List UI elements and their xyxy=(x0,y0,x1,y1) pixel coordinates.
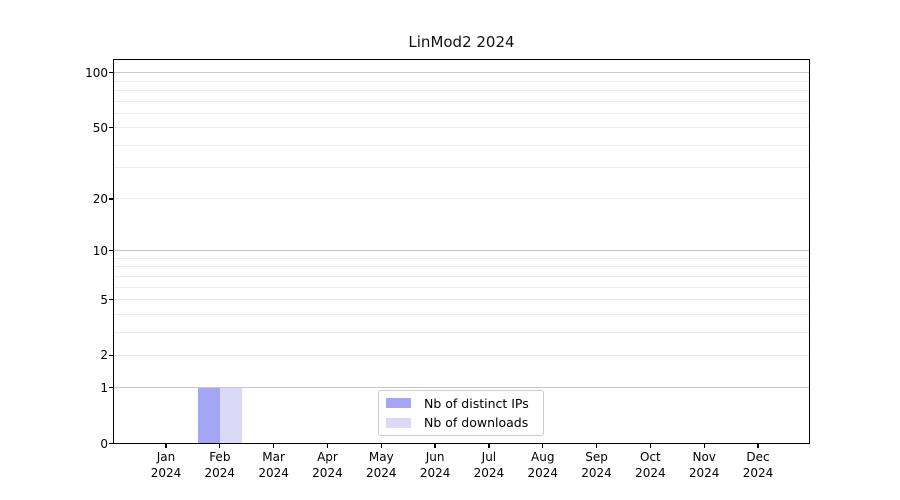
x-tick-label-jul: Jul 2024 xyxy=(473,450,505,480)
legend: Nb of distinct IPs Nb of downloads xyxy=(378,390,544,436)
y-tick-label: 0 xyxy=(100,436,108,451)
minor-gridline xyxy=(113,167,810,169)
x-tick-label-aug: Aug 2024 xyxy=(527,450,558,480)
legend-label: Nb of distinct IPs xyxy=(424,395,529,411)
y-tick-label: 100 xyxy=(85,65,108,80)
y-tick-label: 5 xyxy=(100,292,108,307)
minor-gridline xyxy=(113,198,810,200)
minor-gridline xyxy=(113,275,810,277)
x-tick-label-may: May 2024 xyxy=(365,450,397,480)
x-tick-mark xyxy=(757,443,759,448)
y-tick-mark xyxy=(109,72,113,74)
bar-downloads xyxy=(219,387,243,444)
x-tick-mark xyxy=(380,443,382,448)
x-tick-label-feb: Feb 2024 xyxy=(204,450,236,480)
minor-gridline xyxy=(113,112,810,114)
chart-title: LinMod2 2024 xyxy=(408,33,515,51)
axes-frame xyxy=(113,59,810,444)
y-tick-mark xyxy=(109,250,113,252)
y-tick-label: 10 xyxy=(92,243,108,258)
legend-swatch xyxy=(386,417,411,428)
legend-swatch xyxy=(386,398,411,409)
x-tick-mark xyxy=(488,443,490,448)
minor-gridline xyxy=(113,266,810,268)
legend-entry: Nb of downloads xyxy=(386,415,535,432)
y-tick-mark xyxy=(109,354,113,356)
x-tick-label-jan: Jan 2024 xyxy=(150,450,182,480)
y-tick-label: 20 xyxy=(92,191,108,206)
minor-gridline xyxy=(113,100,810,102)
y-tick-label: 2 xyxy=(100,348,108,363)
y-tick-mark xyxy=(109,126,113,129)
y-tick-mark xyxy=(109,198,113,200)
minor-gridline xyxy=(113,127,810,129)
y-tick-mark xyxy=(109,387,113,389)
x-tick-mark xyxy=(272,443,275,448)
x-tick-mark xyxy=(219,443,221,448)
y-tick-mark xyxy=(109,442,113,445)
x-tick-label-apr: Apr 2024 xyxy=(312,450,343,480)
x-tick-label-oct: Oct 2024 xyxy=(635,450,666,480)
x-tick-mark xyxy=(165,443,167,448)
major-gridline xyxy=(113,250,810,252)
legend-entry: Nb of distinct IPs xyxy=(386,395,535,412)
major-gridline xyxy=(113,387,810,389)
x-tick-mark xyxy=(649,443,652,448)
minor-gridline xyxy=(113,80,810,82)
minor-gridline xyxy=(113,258,810,259)
minor-gridline xyxy=(113,331,810,333)
x-tick-mark xyxy=(542,443,544,448)
x-tick-mark xyxy=(434,443,436,448)
major-gridline xyxy=(113,72,810,74)
minor-gridline xyxy=(113,144,810,146)
bar-distinct-ips xyxy=(197,387,220,444)
x-tick-mark xyxy=(326,443,329,448)
minor-gridline xyxy=(113,299,810,301)
x-tick-label-mar: Mar 2024 xyxy=(258,450,289,480)
y-tick-mark xyxy=(109,298,113,301)
x-tick-mark xyxy=(703,443,705,448)
x-tick-label-sep: Sep 2024 xyxy=(581,450,612,480)
minor-gridline xyxy=(113,313,810,315)
x-tick-mark xyxy=(595,443,598,448)
x-tick-label-nov: Nov 2024 xyxy=(688,450,720,480)
y-tick-label: 1 xyxy=(100,380,108,395)
x-tick-label-jun: Jun 2024 xyxy=(419,450,451,480)
minor-gridline xyxy=(113,354,810,356)
x-tick-label-dec: Dec 2024 xyxy=(742,450,774,480)
legend-label: Nb of downloads xyxy=(424,415,529,431)
minor-gridline xyxy=(113,89,810,91)
minor-gridline xyxy=(113,286,810,288)
y-tick-label: 50 xyxy=(92,120,108,135)
